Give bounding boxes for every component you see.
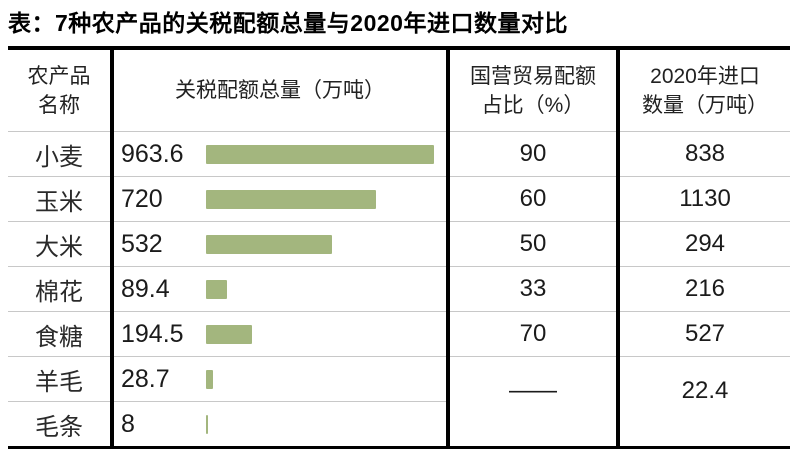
table-header: 农产品 名称 关税配额总量（万吨） 国营贸易配额 占比（%） 2020年进口 数… xyxy=(8,48,790,132)
import-2020-cell: 1130 xyxy=(616,176,790,222)
tariff-quota-cell: 963.6 xyxy=(110,131,448,177)
quota-value-label: 963.6 xyxy=(121,139,184,168)
import-2020-cell: 294 xyxy=(616,221,790,267)
tariff-quota-cell: 8 xyxy=(110,401,448,448)
quota-value-label: 720 xyxy=(121,184,163,213)
table-row: 毛条 8 xyxy=(8,401,790,448)
import-2020-cell: 838 xyxy=(616,131,790,177)
import-2020-cell: 22.4 xyxy=(616,356,790,448)
quota-cell-content: 963.6 xyxy=(114,140,446,169)
state-trade-pct-cell: 50 xyxy=(446,221,618,267)
import-2020-cell: 216 xyxy=(616,266,790,312)
quota-cell-content: 720 xyxy=(114,185,446,214)
tariff-quota-cell: 194.5 xyxy=(110,311,448,357)
quota-value-label: 89.4 xyxy=(121,274,170,303)
state-trade-pct-cell: 90 xyxy=(446,131,618,177)
header-row: 农产品 名称 关税配额总量（万吨） 国营贸易配额 占比（%） 2020年进口 数… xyxy=(8,48,790,132)
quota-cell-content: 89.4 xyxy=(114,275,446,304)
header-import-2020: 2020年进口 数量（万吨） xyxy=(616,48,790,132)
quota-bar xyxy=(206,369,213,389)
table-row: 食糖 194.5 70 527 xyxy=(8,311,790,357)
table-row: 棉花 89.4 33 216 xyxy=(8,266,790,312)
tariff-quota-cell: 532 xyxy=(110,221,448,267)
product-name-cell: 羊毛 xyxy=(8,356,112,402)
quota-cell-content: 8 xyxy=(114,410,446,439)
quota-bar xyxy=(206,189,377,209)
table-row: 玉米 720 60 1130 xyxy=(8,176,790,222)
table-row: 小麦 963.6 90 838 xyxy=(8,131,790,177)
table-title: 表：7种农产品的关税配额总量与2020年进口数量对比 xyxy=(8,10,568,36)
quota-cell-content: 532 xyxy=(114,230,446,259)
quota-value-label: 532 xyxy=(121,229,163,258)
import-2020-cell: 527 xyxy=(616,311,790,357)
product-name-cell: 玉米 xyxy=(8,176,112,222)
quota-value-label: 8 xyxy=(121,409,135,438)
quota-bar xyxy=(206,324,252,344)
header-product-name: 农产品 名称 xyxy=(8,48,112,132)
quota-value-label: 28.7 xyxy=(121,364,170,393)
state-trade-pct-cell: 60 xyxy=(446,176,618,222)
product-name-cell: 小麦 xyxy=(35,143,83,171)
quota-cell-content: 194.5 xyxy=(114,320,446,349)
product-name-cell: 棉花 xyxy=(8,266,112,312)
quota-bar xyxy=(206,144,434,164)
quota-table: 农产品 名称 关税配额总量（万吨） 国营贸易配额 占比（%） 2020年进口 数… xyxy=(8,46,790,449)
state-trade-pct-cell: 33 xyxy=(446,266,618,312)
header-tariff-quota: 关税配额总量（万吨） xyxy=(110,48,448,132)
table-row: 羊毛 28.7 —— 22.4 xyxy=(8,356,790,448)
quota-value-label: 194.5 xyxy=(121,319,184,348)
state-trade-pct-cell: 70 xyxy=(446,311,618,357)
tariff-quota-cell: 28.7 xyxy=(110,356,448,402)
quota-bar xyxy=(206,414,208,434)
quota-bar xyxy=(206,234,332,254)
tariff-quota-cell: 89.4 xyxy=(110,266,448,312)
product-name-cell: 大米 xyxy=(8,221,112,267)
tariff-quota-cell: 720 xyxy=(110,176,448,222)
header-state-trade-pct: 国营贸易配额 占比（%） xyxy=(446,48,618,132)
product-name-cell: 毛条 xyxy=(8,401,112,448)
state-trade-pct-cell: —— xyxy=(446,356,618,448)
table-row: 大米 532 50 294 xyxy=(8,221,790,267)
table-body: 小麦 963.6 90 838 玉米 720 60 1130 大米 532 50 294 棉花 89.4 3… xyxy=(8,131,790,448)
quota-cell-content: 28.7 xyxy=(114,365,446,394)
product-name-cell: 食糖 xyxy=(8,311,112,357)
quota-bar xyxy=(206,279,228,299)
